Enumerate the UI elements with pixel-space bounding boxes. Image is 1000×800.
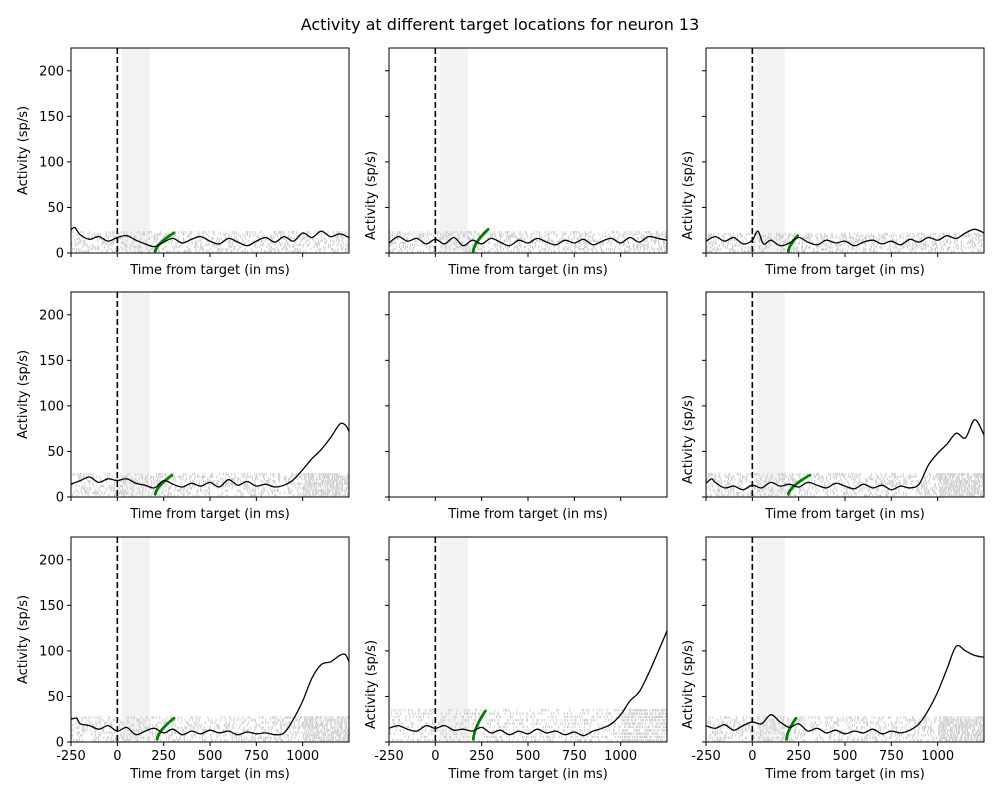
raster	[71, 231, 349, 253]
saccade-marker	[172, 231, 176, 235]
x-axis-label: Time from target (in ms)	[447, 263, 608, 278]
saccade-marker	[170, 473, 174, 477]
panel-p23: Time from target (in ms) Activity (sp/s)	[681, 291, 985, 522]
y-tick-label: 50	[47, 445, 64, 460]
y-tick-label: 0	[56, 491, 64, 506]
raster	[706, 232, 985, 253]
saccade-markers	[153, 473, 174, 496]
saccade-marker	[808, 473, 812, 477]
y-axis-label: Activity (sp/s)	[681, 395, 696, 484]
panel-p21: 0 50 100 150 200 Time from target (in ms) Acti…	[16, 291, 350, 522]
y-tick-label: 200	[39, 308, 64, 323]
shaded-interval	[121, 537, 150, 742]
y-axis-label: Activity (sp/s)	[681, 151, 696, 240]
panel-grid: 0 50 100 150 200 Time from target (in ms) Acti…	[16, 47, 985, 782]
saccade-markers	[787, 473, 812, 496]
shaded-interval	[439, 48, 468, 253]
y-tick-label: 150	[39, 110, 64, 125]
y-axis-label: Activity (sp/s)	[364, 151, 379, 240]
saccade-marker	[486, 227, 490, 231]
raster	[706, 473, 985, 497]
x-axis-label: Time from target (in ms)	[764, 507, 925, 522]
psth-line	[706, 418, 984, 491]
x-axis-label: Time from target (in ms)	[764, 263, 925, 278]
saccade-marker	[796, 234, 800, 238]
shaded-interval	[756, 48, 785, 253]
panel-p22: Time from target (in ms)	[385, 291, 668, 522]
y-axis-label: Activity (sp/s)	[16, 350, 31, 439]
raster	[70, 716, 350, 742]
saccade-markers	[471, 227, 490, 253]
panel-p12: Time from target (in ms) Activity (sp/s)	[364, 47, 668, 278]
psth-line	[389, 235, 667, 247]
y-tick-label: 50	[47, 201, 64, 216]
figure-title: Activity at different target locations f…	[301, 15, 700, 34]
y-tick-label: 100	[39, 155, 64, 170]
y-tick-label: 200	[39, 64, 64, 79]
shaded-interval	[121, 48, 150, 253]
x-axis-label: Time from target (in ms)	[129, 263, 290, 278]
panel-p11: 0 50 100 150 200 Time from target (in ms) Acti…	[16, 47, 350, 278]
panel-p13: Time from target (in ms) Activity (sp/s)	[681, 47, 985, 278]
psth-line	[71, 422, 349, 489]
y-tick-label: 150	[39, 354, 64, 369]
y-axis-label: Activity (sp/s)	[16, 106, 31, 195]
shaded-interval	[121, 292, 150, 497]
shaded-interval	[756, 292, 785, 497]
x-axis-label: Time from target (in ms)	[447, 507, 608, 522]
y-tick-label: 0	[56, 247, 64, 262]
psth-line	[71, 226, 349, 248]
psth-line	[706, 228, 984, 247]
x-axis-label: Time from target (in ms)	[129, 507, 290, 522]
y-tick-label: 100	[39, 399, 64, 414]
